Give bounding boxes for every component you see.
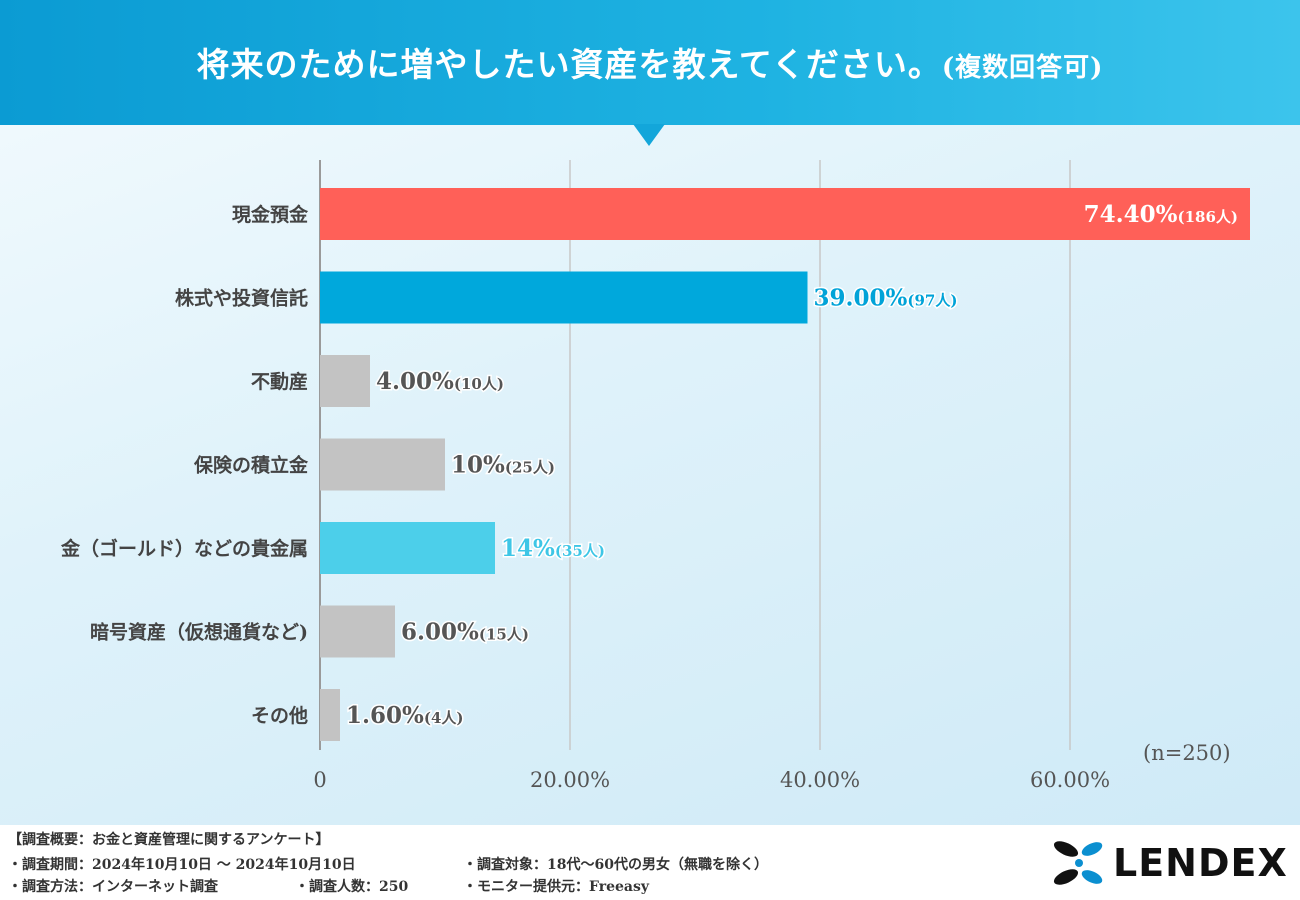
bar [320, 605, 395, 658]
bar [320, 438, 445, 491]
category-label: その他 [251, 704, 308, 727]
bar [320, 188, 1250, 240]
title-banner-pointer [633, 124, 665, 146]
x-tick-label: 20.00% [530, 768, 610, 792]
chart-canvas: 将来のために増やしたい資産を教えてください。(複数回答可) 0 20.00% 40.… [0, 0, 1300, 825]
sample-size-label: (n=250) [1143, 741, 1231, 765]
survey-count: ・調査人数：250 [295, 879, 409, 895]
category-label: 保険の積立金 [193, 454, 309, 477]
chart-title: 将来のために増やしたい資産を教えてください。(複数回答可) [0, 38, 1300, 86]
x-tick-label: 60.00% [1030, 768, 1110, 792]
survey-method: ・調査方法：インターネット調査 [8, 879, 218, 895]
survey-footer: 【調査概要：お金と資産管理に関するアンケート】 ・調査期間：2024年10月10… [0, 825, 1300, 900]
data-label: 39.00%(97人) [814, 285, 958, 312]
survey-provider: ・モニター提供元：Freeasy [463, 879, 649, 895]
bar [320, 271, 808, 324]
data-label: 1.60%(4人) [346, 702, 464, 729]
category-label: 株式や投資信託 [175, 287, 308, 310]
survey-target: ・調査対象：18代〜60代の男女（無職を除く） [463, 857, 768, 873]
bar [320, 355, 370, 407]
category-label: 金（ゴールド）などの貴金属 [60, 537, 308, 560]
bar [320, 522, 495, 574]
bar [320, 689, 340, 741]
category-label: 不動産 [251, 370, 308, 393]
x-tick-label: 40.00% [780, 768, 860, 792]
data-label: 6.00%(15人) [401, 619, 529, 646]
chart-title-note: (複数回答可) [941, 53, 1104, 83]
data-label: 14%(35人) [501, 535, 605, 562]
bar-chart: 0 20.00% 40.00% 60.00% 現金預金 74.40%(186人) 株式や投資… [60, 160, 1250, 792]
chart-title-main: 将来のために増やしたい資産を教えてください。 [196, 45, 942, 84]
title-banner [0, 0, 1300, 125]
survey-heading: 【調査概要：お金と資産管理に関するアンケート】 [8, 832, 330, 848]
x-tick-label: 0 [313, 768, 326, 792]
data-label: 74.40%(186人) [1084, 201, 1238, 228]
data-label: 10%(25人) [451, 452, 555, 479]
survey-period: ・調査期間：2024年10月10日 〜 2024年10月10日 [8, 857, 356, 873]
category-label: 現金預金 [232, 203, 309, 226]
lendex-logo-text: LENDEX [1113, 841, 1288, 885]
lendex-logo: LENDEX [1050, 838, 1295, 888]
lendex-logo-icon [1053, 841, 1103, 885]
category-label: 暗号資産（仮想通貨など) [90, 621, 308, 644]
data-label: 4.00%(10人) [376, 368, 504, 395]
